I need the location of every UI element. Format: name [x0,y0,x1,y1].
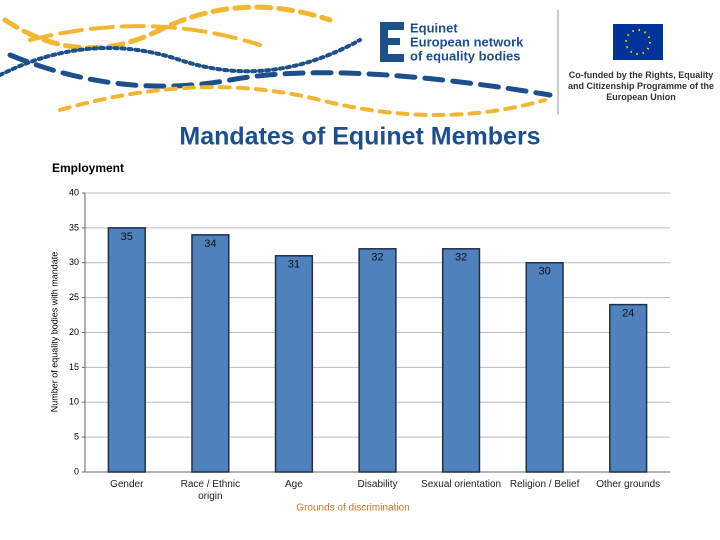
equinet-logo [380,22,404,62]
logo-text: Equinet [410,20,458,35]
y-tick-label: 5 [74,432,79,442]
y-tick-label: 15 [69,362,79,372]
data-label: 32 [455,252,467,264]
bar [609,303,648,473]
x-tick-label: Religion / Belief [509,479,580,490]
data-label: 34 [204,238,216,250]
slide-title: Mandates of Equinet Members [179,123,540,151]
data-label: 31 [288,259,300,271]
y-tick-label: 0 [74,466,79,476]
eu-stars [625,29,651,55]
funding-note: Co-funded by the Rights, Equality and Ci… [567,70,715,102]
data-label: 24 [622,308,634,320]
bar [107,227,146,473]
y-tick-label: 30 [69,257,79,267]
decoration [0,4,553,117]
y-tick-label: 35 [69,222,79,232]
y-tick-label: 20 [69,327,79,337]
logo-text: European network [410,34,524,49]
x-tick-label: Disability [357,479,398,490]
eu-flag [613,24,663,60]
bar [274,255,314,473]
bar [441,248,481,473]
bar [191,234,230,473]
x-tick-label: Age [285,479,303,490]
x-tick-label: Other grounds [596,479,661,490]
x-tick-label: Sexual orientation [421,479,502,490]
data-label: 32 [371,252,383,264]
x-axis-label: Grounds of discrimination [296,503,409,514]
logo-text: of equality bodies [410,48,521,63]
chart-subtitle: Employment [52,161,124,175]
x-tick-label: Gender [110,479,144,490]
data-label: 30 [539,266,551,278]
y-axis-label: Number of equality bodies with mandate [49,252,59,413]
y-tick-label: 25 [69,292,79,302]
y-tick-label: 40 [69,187,79,197]
bar [525,262,564,473]
y-tick-label: 10 [69,397,79,407]
data-label: 35 [121,231,133,243]
x-tick-label: Race / Ethnic origin [180,479,241,502]
bar [358,248,397,473]
